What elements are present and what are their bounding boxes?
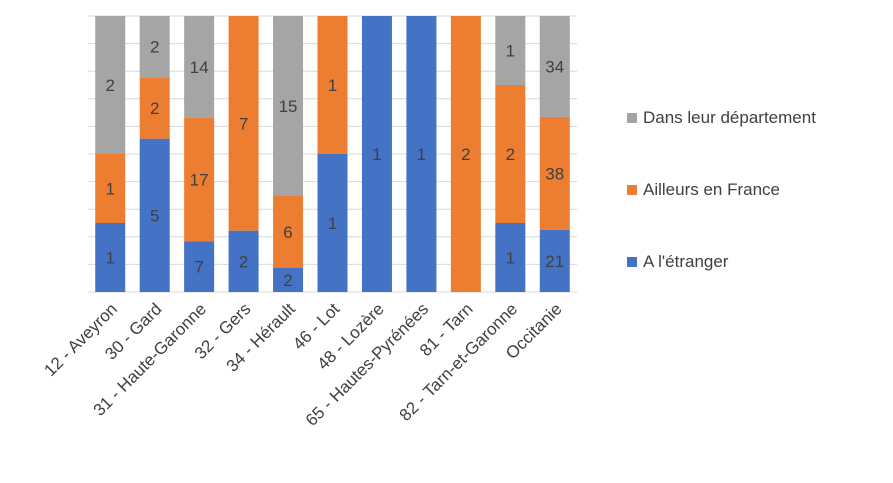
legend-label: A l'étranger [643, 252, 729, 271]
bar-segment [495, 16, 526, 85]
data-label: 1 [506, 249, 515, 268]
data-label: 2 [239, 252, 248, 271]
data-label: 6 [283, 223, 292, 242]
bar-segment [228, 230, 259, 292]
legend: Dans leur département Ailleurs en France… [627, 100, 892, 316]
bar-segment [139, 77, 170, 139]
bar-segment [317, 154, 348, 292]
data-label: 7 [239, 114, 248, 133]
bar-segment [184, 16, 215, 118]
bar-segment [495, 223, 526, 292]
legend-item-dans-leur-departement: Dans leur département [627, 100, 892, 136]
bar-segment [273, 16, 304, 196]
legend-swatch [627, 257, 637, 267]
legend-label: Dans leur département [643, 108, 816, 127]
x-tick-label: 12 - Aveyron [40, 299, 121, 380]
legend-swatch [627, 185, 637, 195]
bar-segment [95, 154, 126, 223]
data-label: 2 [461, 145, 470, 164]
bar-segment [184, 117, 215, 242]
data-label: 34 [545, 57, 564, 76]
bar-segment [317, 16, 348, 154]
data-label: 2 [105, 76, 114, 95]
bar-segment [361, 16, 392, 292]
legend-swatch [627, 113, 637, 123]
data-label: 15 [279, 97, 298, 116]
bar-segment [95, 16, 126, 154]
data-label: 2 [283, 271, 292, 290]
data-label: 2 [150, 38, 159, 57]
data-label: 5 [150, 206, 159, 225]
legend-item-ailleurs-en-france: Ailleurs en France [627, 172, 892, 208]
data-label: 1 [506, 42, 515, 61]
data-label: 38 [545, 164, 564, 183]
bar-segment [184, 241, 215, 292]
bar-segment [139, 16, 170, 78]
data-label: 1 [372, 145, 381, 164]
bar-segment [228, 16, 259, 231]
bar-segment [95, 223, 126, 292]
data-label: 1 [105, 180, 114, 199]
bar-segment [139, 138, 170, 292]
bar-segment [539, 16, 570, 117]
bar-segment [273, 268, 304, 292]
data-label: 1 [328, 214, 337, 233]
legend-label: Ailleurs en France [643, 180, 781, 199]
data-label: 2 [150, 99, 159, 118]
bars [95, 16, 570, 292]
data-label: 1 [105, 249, 114, 268]
data-label: 21 [545, 252, 564, 271]
data-label: 1 [417, 145, 426, 164]
data-label: 7 [194, 258, 203, 277]
bar-segment [450, 16, 481, 292]
bar-segment [406, 16, 437, 292]
legend-item-a-l-etranger: A l'étranger [627, 244, 892, 280]
bar-segment [539, 116, 570, 230]
bar-segment [495, 85, 526, 223]
data-label: 2 [506, 145, 515, 164]
bar-segment [539, 229, 570, 292]
data-label: 14 [190, 58, 209, 77]
data-label: 1 [328, 76, 337, 95]
data-label: 17 [190, 170, 209, 189]
bar-segment [273, 196, 304, 268]
